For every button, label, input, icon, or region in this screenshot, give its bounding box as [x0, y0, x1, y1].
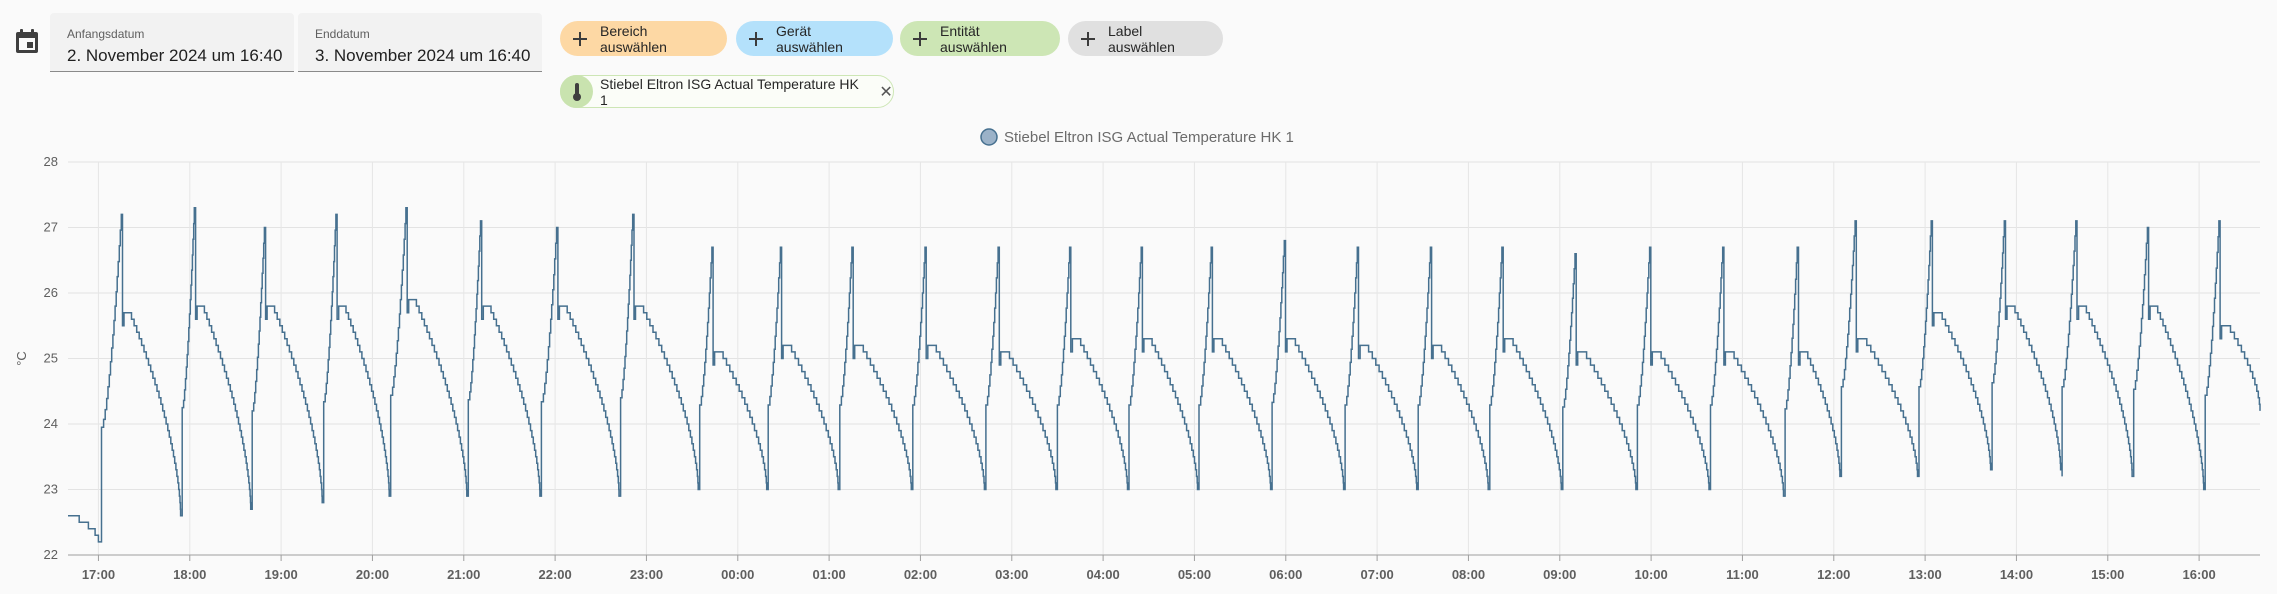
choose-entity-label: Entität auswählen [940, 22, 1007, 55]
end-date-value: 3. November 2024 um 16:40 [315, 46, 531, 65]
end-date-field[interactable]: Enddatum 3. November 2024 um 16:40 [298, 13, 542, 72]
y-tick-label: 24 [44, 416, 58, 431]
plus-icon [570, 29, 590, 49]
x-tick-label: 08:00 [1452, 567, 1485, 582]
choose-entity-button[interactable]: Entität auswählen [900, 21, 1060, 56]
x-tick-label: 10:00 [1634, 567, 1667, 582]
x-tick-label: 07:00 [1360, 567, 1393, 582]
x-tick-label: 23:00 [630, 567, 663, 582]
calendar-icon[interactable] [14, 27, 40, 55]
x-tick-label: 05:00 [1178, 567, 1211, 582]
y-tick-label: 22 [44, 547, 58, 562]
x-tick-label: 02:00 [904, 567, 937, 582]
choose-label-label: Label auswählen [1108, 22, 1175, 55]
legend-label: Stiebel Eltron ISG Actual Temperature HK… [1004, 129, 1294, 146]
x-tick-label: 14:00 [2000, 567, 2033, 582]
series-line[interactable] [68, 207, 2261, 543]
x-tick-label: 04:00 [1086, 567, 1119, 582]
x-tick-label: 17:00 [82, 567, 115, 582]
x-tick-label: 00:00 [721, 567, 754, 582]
thermometer-icon [560, 75, 593, 108]
choose-area-button[interactable]: Bereich auswählen [560, 21, 727, 56]
x-tick-label: 21:00 [447, 567, 480, 582]
start-date-label: Anfangsdatum [67, 27, 145, 41]
legend-swatch [980, 128, 998, 146]
x-tick-label: 13:00 [1908, 567, 1941, 582]
x-tick-label: 22:00 [538, 567, 571, 582]
plus-icon [746, 29, 766, 49]
history-chart: 22 23 24 25 26 27 28 17:00 18:00 19:00 20:00 21:00 2… [14, 128, 2261, 582]
choose-label-button[interactable]: Label auswählen [1068, 21, 1223, 56]
x-tick-label: 12:00 [1817, 567, 1850, 582]
x-tick-label: 03:00 [995, 567, 1028, 582]
y-tick-label: 23 [44, 482, 58, 497]
x-tick-label: 16:00 [2182, 567, 2215, 582]
choose-device-label: Gerät auswählen [776, 22, 843, 55]
y-tick-label: 27 [44, 220, 58, 235]
end-date-label: Enddatum [315, 27, 370, 41]
plus-icon [910, 29, 930, 49]
start-date-field[interactable]: Anfangsdatum 2. November 2024 um 16:40 [50, 13, 294, 72]
y-tick-label: 25 [44, 351, 58, 366]
x-tick-label: 09:00 [1543, 567, 1576, 582]
plus-icon [1078, 29, 1098, 49]
selected-entity-chip[interactable]: Stiebel Eltron ISG Actual Temperature HK… [560, 75, 894, 108]
start-date-value: 2. November 2024 um 16:40 [67, 46, 283, 65]
y-tick-label: 28 [44, 154, 58, 169]
choose-device-button[interactable]: Gerät auswählen [736, 21, 893, 56]
x-tick-label: 06:00 [1269, 567, 1302, 582]
close-icon[interactable]: ✕ [879, 83, 893, 101]
x-tick-label: 20:00 [356, 567, 389, 582]
history-toolbar: Anfangsdatum 2. November 2024 um 16:40 E… [0, 0, 2277, 115]
selected-entity-name: Stiebel Eltron ISG Actual Temperature HK… [600, 75, 859, 108]
x-tick-label: 01:00 [812, 567, 845, 582]
y-axis-label: °C [14, 351, 29, 366]
x-tick-label: 19:00 [264, 567, 297, 582]
chart-legend[interactable]: Stiebel Eltron ISG Actual Temperature HK… [980, 128, 1294, 146]
y-tick-label: 26 [44, 285, 58, 300]
x-tick-label: 18:00 [173, 567, 206, 582]
x-tick-label: 11:00 [1726, 567, 1759, 582]
choose-area-label: Bereich auswählen [600, 22, 667, 55]
x-tick-label: 15:00 [2091, 567, 2124, 582]
